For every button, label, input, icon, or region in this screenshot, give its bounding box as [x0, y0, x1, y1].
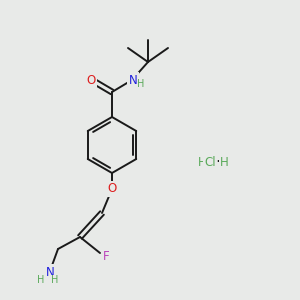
- Text: O: O: [86, 74, 96, 88]
- Text: H: H: [220, 155, 229, 169]
- Text: N: N: [46, 266, 54, 278]
- Text: O: O: [107, 182, 117, 196]
- Text: H: H: [51, 275, 59, 285]
- Text: F: F: [103, 250, 109, 262]
- Text: H: H: [37, 275, 45, 285]
- Text: N: N: [129, 74, 137, 86]
- Text: H: H: [137, 79, 145, 89]
- Text: H: H: [198, 155, 207, 169]
- Text: ·: ·: [215, 154, 220, 169]
- Text: Cl: Cl: [204, 155, 216, 169]
